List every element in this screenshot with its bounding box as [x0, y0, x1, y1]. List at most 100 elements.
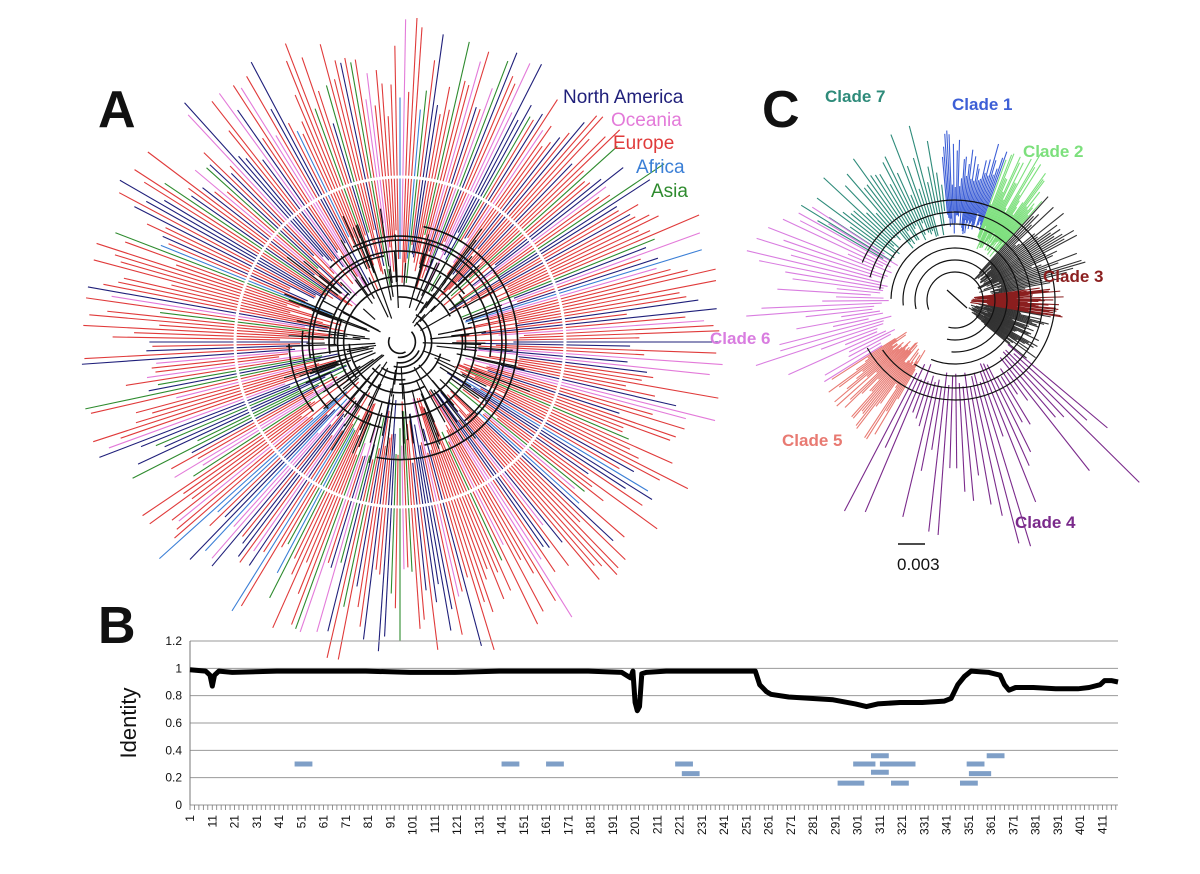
tree-a-tip	[464, 380, 649, 492]
tree-a-tip	[440, 75, 514, 247]
x-tick-label: 411	[1095, 815, 1109, 834]
tree-a-tip	[377, 400, 397, 652]
tree-a-tip	[226, 191, 335, 286]
tree-a-tip	[326, 459, 374, 658]
tree-a-tip	[471, 390, 643, 506]
tree-a-tip	[357, 410, 390, 608]
tree-a-stem	[339, 281, 352, 294]
tree-a-stem	[388, 268, 394, 298]
tree-c-tip	[973, 312, 1030, 350]
tree-c-tip	[848, 333, 892, 358]
tree-c-tip	[896, 172, 926, 235]
tree-a-stem	[395, 254, 399, 308]
tree-a-tip	[427, 452, 463, 592]
tree-c-tip	[983, 323, 1027, 359]
tree-c-tip	[979, 199, 1004, 248]
tree-c-tip	[957, 186, 961, 217]
x-tick-label: 371	[1006, 815, 1020, 835]
tree-a-tip	[119, 179, 326, 300]
tree-a-stem	[310, 307, 368, 330]
tree-c-tip	[979, 157, 1004, 225]
tree-c-tip	[761, 302, 882, 309]
tree-c-internal	[861, 199, 1056, 401]
tree-a-stem	[377, 367, 389, 389]
x-tick-label: 191	[606, 815, 620, 835]
tree-a-stem	[437, 329, 463, 336]
legend-asia: Asia	[651, 181, 688, 202]
tree-c-arc	[869, 211, 1044, 389]
tree-a-stem	[340, 239, 369, 287]
tree-a-tip	[454, 366, 673, 464]
tree-a-stem	[471, 368, 530, 393]
tree-c-tip	[943, 146, 950, 219]
tree-c-tip	[759, 260, 888, 288]
tree-a-tip	[143, 181, 327, 297]
tree-c-tip	[987, 312, 1026, 330]
tree-a-tip	[218, 93, 361, 288]
tree-a-stem	[284, 293, 335, 316]
tree-a-tip	[325, 85, 370, 233]
tree-a-stem	[336, 377, 371, 417]
tree-a-tip	[211, 424, 332, 567]
tree-a-tip	[287, 122, 354, 251]
tree-a-tip	[452, 137, 561, 275]
tree-c-tip	[991, 214, 1014, 246]
tree-c-tip	[862, 343, 899, 373]
tree-c-tip	[975, 305, 1033, 323]
tree-a-stem	[350, 361, 388, 417]
tree-c-tip	[768, 227, 875, 270]
tree-c-tip	[977, 206, 1054, 279]
tree-a-tip	[515, 299, 699, 327]
tree-a-tip	[149, 376, 352, 525]
tree-c-tip	[974, 306, 1026, 327]
tree-a-tip	[465, 257, 659, 322]
x-tick-label: 331	[917, 815, 931, 835]
tree-a-stem	[415, 262, 440, 311]
tree-a-tip	[466, 413, 618, 576]
tree-a-tip	[505, 215, 659, 292]
tree-c-tip	[984, 166, 1036, 251]
tree-a-tip	[295, 422, 372, 630]
tree-c-tip	[985, 307, 1045, 325]
tree-a-tip	[447, 448, 512, 591]
tree-a-stem	[349, 372, 374, 400]
tree-c-tip	[869, 349, 909, 392]
tree-c-tip	[856, 360, 910, 429]
tree-a-stem	[337, 357, 379, 389]
x-tick-label: 241	[717, 815, 731, 835]
tree-c-tip	[798, 212, 888, 263]
tree-a-tip	[125, 357, 302, 386]
tree-a-tip	[481, 136, 606, 261]
tree-c-tip	[836, 296, 884, 299]
tree-a-tip	[299, 442, 366, 633]
tree-a-tip	[498, 214, 700, 301]
tree-a-tip	[211, 393, 356, 559]
tree-a-tip	[85, 297, 326, 333]
tree-c-tip	[977, 175, 989, 214]
x-tick-label: 1	[183, 815, 197, 822]
tree-a-tip	[193, 385, 334, 477]
tree-c-tip	[882, 162, 917, 226]
tree-c-tip	[986, 172, 1046, 255]
tree-c-tip	[824, 342, 882, 376]
tree-c-tip	[964, 372, 980, 476]
tree-a-tip	[301, 121, 355, 239]
tree-c-tip	[779, 315, 892, 346]
tree-a-tip	[233, 432, 319, 527]
tree-a-stem	[420, 393, 440, 437]
tree-a-tip	[183, 401, 316, 495]
tree-a-tip	[447, 380, 585, 492]
tree-c-tip	[941, 156, 949, 215]
tree-c-tip	[912, 364, 932, 413]
tree-c-tip	[979, 259, 1082, 293]
tree-a-arc	[387, 336, 406, 355]
tree-a-tip	[425, 112, 513, 289]
tree-a-tip	[518, 355, 648, 373]
tree-a-stem	[369, 257, 393, 319]
tree-c-tip	[845, 331, 878, 346]
tree-c-tip	[997, 261, 1086, 289]
tree-c-tip	[967, 168, 980, 230]
tree-c-tip	[962, 149, 974, 235]
tree-c-tip	[875, 348, 920, 407]
tree-a-tip	[483, 313, 627, 333]
